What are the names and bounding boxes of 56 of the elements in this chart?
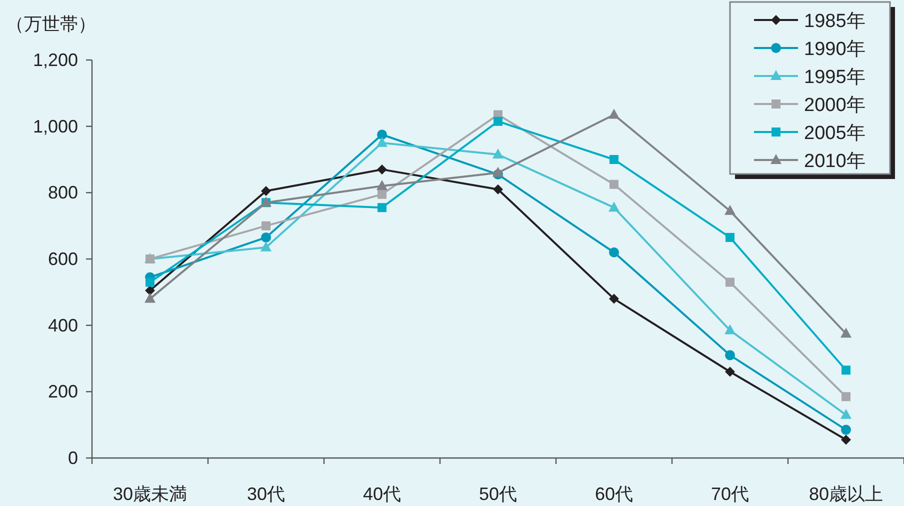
legend-label: 2000年 [804,95,866,116]
y-axis-title: （万世帯） [6,14,96,34]
point [610,180,618,189]
y-tick-label: 1,000 [32,116,78,136]
point [261,186,271,196]
point [492,148,504,159]
point [146,278,154,287]
legend-label: 1995年 [804,67,866,88]
legend-label: 1990年 [804,39,866,60]
point [145,286,155,296]
point [260,241,272,252]
y-tick-label: 400 [48,315,78,336]
point [841,424,851,435]
y-tick-label: 200 [48,382,78,402]
y-tick-label: 1,200 [32,50,78,70]
legend-label: 2010年 [804,151,866,172]
point [840,328,852,338]
point [376,136,388,147]
point [378,190,386,199]
point [842,366,850,375]
point [841,434,851,445]
point [378,203,386,212]
x-tick-label: 30代 [246,484,286,504]
point [262,221,270,230]
point [377,130,387,140]
point [610,155,618,164]
point [493,184,503,194]
point [609,247,619,258]
point [492,166,504,177]
point [726,232,734,242]
point [608,108,620,119]
point [724,324,736,334]
point [377,164,387,174]
x-tick-label: 30歳未満 [112,484,188,504]
point [726,278,734,287]
point [261,232,271,242]
point [608,202,620,212]
y-tick-label: 800 [48,182,78,203]
y-tick-label: 600 [48,249,78,269]
x-tick-label: 70代 [710,484,750,504]
x-tick-label: 50代 [478,484,518,504]
point [725,350,735,360]
x-tick-label: 60代 [594,484,634,504]
point [725,366,735,377]
point [609,294,619,304]
x-tick-label: 80歳以上 [808,484,884,504]
point [376,180,388,190]
legend-label: 2005年 [804,123,866,144]
y-tick-label: 0 [68,448,78,468]
point [842,392,850,402]
legend-label: 1985年 [804,11,866,32]
point [840,408,852,419]
point [494,116,502,126]
point [144,292,156,303]
point [724,204,736,215]
x-tick-label: 40代 [362,484,402,504]
